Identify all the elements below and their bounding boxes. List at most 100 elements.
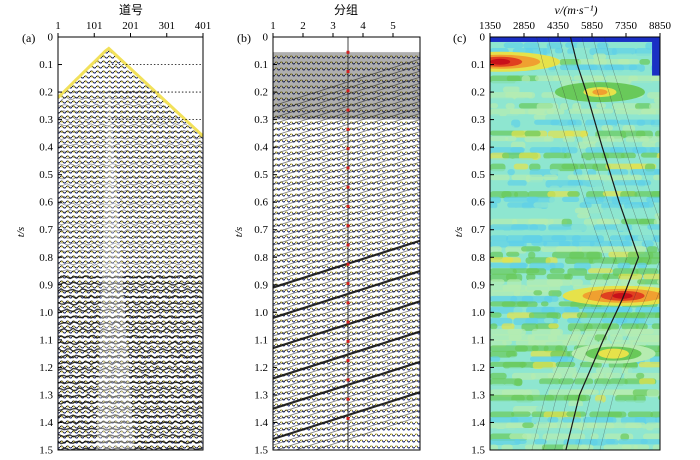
x-tick-label: 8850 [649, 20, 672, 32]
spectrum-blob [584, 389, 596, 395]
spectrum-blob [503, 42, 524, 49]
x-tick-label: 4350 [547, 20, 570, 32]
spectrum-blob [548, 290, 562, 297]
reflection-event [58, 347, 203, 353]
marker-dot [346, 185, 350, 189]
spectrum-blob [616, 427, 644, 433]
reflection-event [58, 406, 202, 412]
energy-peak [592, 89, 608, 96]
spectrum-blob [527, 218, 554, 225]
y-tick-label: 1.5 [254, 445, 268, 457]
panel-b: 1 2 3 4 5 0 0.1 0.2 0.3 0.4 0.5 0.6 0.7 0.8 0.9 1.0 1.1… [233, 3, 421, 457]
spectrum-blob [657, 400, 660, 407]
spectrum-blob [637, 180, 646, 187]
spectrum-blob [576, 312, 607, 319]
spectrum-blob [549, 268, 565, 274]
panel-a-seismic-data [58, 46, 203, 450]
dipping-event [273, 288, 420, 337]
spectrum-blob [646, 196, 660, 203]
spectrum-blob [583, 427, 608, 436]
dipping-event [273, 179, 420, 228]
spectrum-blob [645, 317, 660, 325]
reflection-event [58, 149, 203, 154]
reflection-event [58, 340, 203, 346]
spectrum-blob [513, 163, 529, 170]
spectrum-blob [490, 444, 499, 450]
spectrum-blob [593, 53, 607, 60]
dipping-event [273, 252, 420, 301]
y-tick-label: 0 [48, 32, 54, 44]
spectrum-blob [548, 323, 559, 329]
y-tick-label: 0.3 [471, 114, 485, 126]
spectrum-blob [649, 147, 660, 154]
spectrum-blob [508, 240, 525, 247]
y-tick-label: 1.2 [471, 362, 485, 374]
velocity-guide-line [599, 37, 660, 450]
spectrum-blob [620, 152, 636, 159]
dipping-event [273, 385, 420, 434]
spectrum-blob [575, 185, 586, 194]
spectrum-blob [541, 125, 562, 131]
spectrum-blob [646, 339, 660, 346]
spectrum-blob [656, 262, 660, 268]
reflection-event [58, 189, 203, 193]
reflection-event [58, 109, 173, 114]
spectrum-blob [490, 405, 503, 414]
spectrum-blob [652, 306, 660, 313]
spectrum-blob [524, 130, 541, 137]
reflection-event [58, 222, 203, 227]
spectrum-blob [490, 378, 523, 386]
spectrum-blob [656, 279, 660, 285]
marker-dot [346, 320, 350, 324]
spectrum-blob [647, 92, 660, 99]
spectrum-blob [540, 301, 549, 307]
y-tick-label: 0.1 [254, 59, 268, 71]
dipping-event [273, 391, 420, 441]
spectrum-blob [490, 279, 505, 285]
spectrum-blob [657, 48, 660, 55]
panel-c-left-axis-title: t/s [453, 227, 465, 237]
spectrum-blob [524, 444, 547, 450]
spectrum-blob [561, 163, 585, 170]
dipping-event [273, 137, 420, 186]
spectrum-blob [532, 70, 545, 76]
spectrum-blob [502, 257, 521, 265]
spectrum-blob [521, 246, 541, 252]
spectrum-blob [563, 152, 572, 159]
spectrum-blob [546, 279, 572, 286]
spectrum-blob [567, 191, 580, 198]
spectrum-blob [555, 345, 563, 353]
x-tick-label: 2850 [513, 20, 536, 32]
reflection-event [58, 287, 203, 293]
y-tick-label: 0.5 [39, 169, 53, 181]
spectrum-blob [627, 114, 640, 120]
spectrum-blob [655, 130, 660, 138]
x-tick-label: 301 [159, 20, 176, 32]
spectrum-blob [507, 328, 522, 335]
x-tick-label: 5 [390, 20, 396, 32]
spectrum-blob [639, 202, 655, 208]
spectrum-blob [633, 444, 650, 450]
energy-peak [612, 292, 633, 299]
spectrum-blob [657, 395, 660, 401]
spectrum-blob [577, 53, 588, 59]
y-tick-label: 0.3 [254, 114, 268, 126]
spectrum-blob [634, 185, 660, 191]
spectrum-blob [604, 64, 638, 70]
spectrum-blob [580, 444, 588, 450]
reflection-event [58, 274, 203, 280]
spectrum-blob [490, 125, 497, 131]
dipping-event [273, 306, 420, 355]
marker-dot [346, 378, 350, 382]
spectrum-blob [502, 86, 521, 93]
spectrum-blob [555, 246, 583, 253]
y-tick-label: 1.0 [254, 307, 268, 319]
panel-c-label: (c) [453, 31, 466, 45]
panel-b-y-ticks: 0 0.1 0.2 0.3 0.4 0.5 0.6 0.7 0.8 0.9 1.0 1.1 1.2 1.3… [254, 32, 277, 457]
spectrum-blob [601, 152, 625, 160]
spectrum-blob [621, 323, 639, 330]
panel-a: 1 101 201 301 401 00.10.20.30.40.50.60.70.80… [15, 3, 211, 457]
spectrum-blob [575, 64, 595, 70]
spectrum-blob [514, 438, 527, 444]
reflection-event [58, 215, 202, 220]
